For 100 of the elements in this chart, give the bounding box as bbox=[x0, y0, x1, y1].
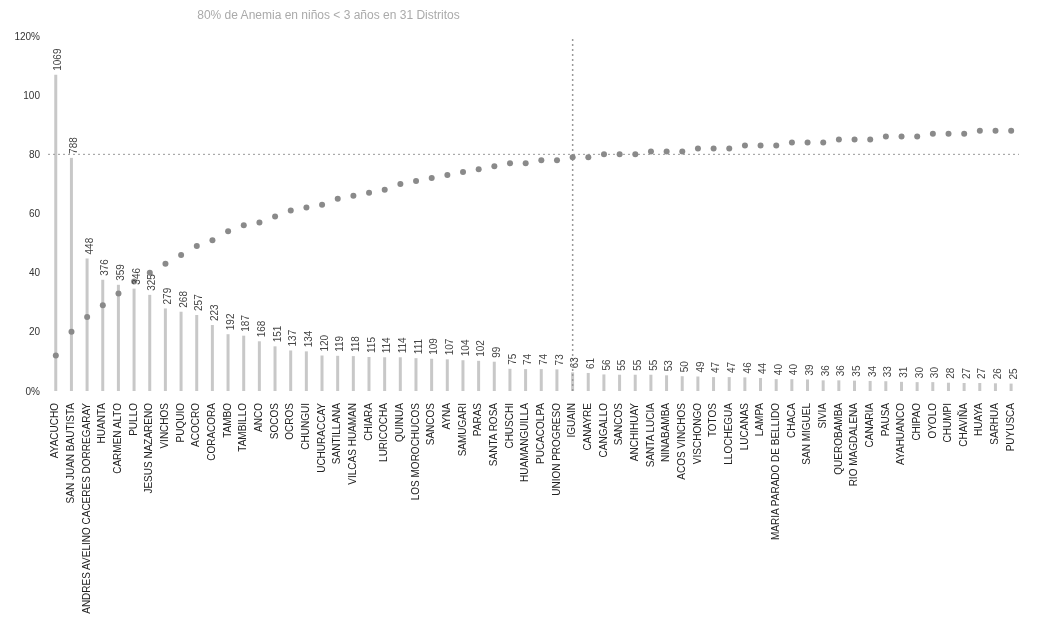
x-tick-label: LUCANAS bbox=[738, 402, 750, 451]
data-label: 61 bbox=[584, 357, 596, 369]
bar bbox=[539, 369, 543, 391]
y-tick-label: 0% bbox=[25, 385, 41, 397]
bar bbox=[492, 361, 496, 391]
x-tick-label: SOCOS bbox=[268, 402, 280, 440]
bar bbox=[226, 334, 230, 391]
bar bbox=[273, 346, 277, 391]
data-label: 111 bbox=[412, 338, 424, 355]
x-tick-label: CANARIA bbox=[863, 402, 875, 448]
x-tick-label: VINCHOS bbox=[159, 402, 171, 449]
x-tick-label: PUQUIO bbox=[174, 402, 186, 443]
data-label: 36 bbox=[819, 364, 831, 377]
y-tick-label: 80 bbox=[28, 148, 41, 160]
data-label: 27 bbox=[960, 367, 972, 380]
data-label: 137 bbox=[287, 329, 299, 347]
data-label: 27 bbox=[976, 367, 988, 380]
x-tick-label: SANTA LUCIA bbox=[644, 402, 656, 468]
x-tick-label: SANCOS bbox=[425, 402, 437, 446]
y-tick-label: 100 bbox=[23, 89, 41, 101]
bar bbox=[508, 368, 512, 391]
x-tick-label: NINABAMBA bbox=[660, 402, 672, 462]
data-label: 74 bbox=[522, 353, 534, 366]
chart-title: 80% de Anemia en niños < 3 años en 31 Distritos bbox=[196, 8, 461, 24]
data-label: 151 bbox=[271, 325, 283, 343]
data-label: 28 bbox=[945, 367, 957, 379]
x-tick-label: TOTOS bbox=[707, 402, 719, 438]
x-tick-label: CHAVIÑA bbox=[956, 402, 969, 447]
data-label: 35 bbox=[851, 365, 863, 377]
bar bbox=[524, 369, 528, 391]
y-tick-label: 40 bbox=[28, 267, 41, 279]
data-label: 448 bbox=[83, 237, 95, 255]
x-tick-label: VISCHONGO bbox=[691, 402, 703, 465]
x-tick-label: PULLO bbox=[127, 402, 139, 436]
bar bbox=[821, 380, 825, 391]
data-label: 99 bbox=[490, 346, 502, 358]
x-tick-label: LOS MOROCHUCOS bbox=[409, 402, 421, 501]
data-label: 109 bbox=[428, 337, 440, 355]
x-tick-label: SANTILLANA bbox=[331, 402, 343, 465]
y-tick-label: 60 bbox=[28, 208, 41, 220]
bar bbox=[931, 382, 935, 391]
x-tick-label: PARAS bbox=[472, 402, 484, 437]
bar bbox=[649, 374, 653, 391]
bar bbox=[179, 311, 183, 391]
data-label: 47 bbox=[725, 361, 737, 374]
data-label: 44 bbox=[757, 362, 769, 374]
bar bbox=[383, 357, 387, 391]
data-label: 33 bbox=[882, 365, 894, 378]
bar bbox=[210, 325, 214, 391]
data-label: 115 bbox=[365, 336, 377, 353]
bar bbox=[351, 356, 355, 391]
data-label: 50 bbox=[678, 360, 690, 373]
data-label: 55 bbox=[631, 359, 643, 371]
x-tick-label: CHIARA bbox=[362, 402, 374, 441]
x-tick-label: OCROS bbox=[284, 402, 296, 440]
data-label: 168 bbox=[256, 320, 267, 338]
x-tick-label: OYOLO bbox=[926, 402, 938, 439]
bar bbox=[477, 360, 481, 391]
data-label: 55 bbox=[647, 359, 659, 371]
bar bbox=[727, 377, 731, 391]
bar bbox=[445, 359, 449, 391]
data-label: 192 bbox=[224, 313, 236, 331]
data-label: 40 bbox=[772, 363, 784, 376]
bar bbox=[69, 157, 73, 391]
x-tick-label: LURICOCHA bbox=[378, 402, 390, 462]
data-label: 118 bbox=[349, 335, 361, 353]
bar bbox=[899, 381, 903, 391]
data-label: 26 bbox=[992, 367, 1004, 380]
bar bbox=[790, 379, 794, 391]
data-label: 107 bbox=[443, 338, 455, 356]
bar bbox=[774, 379, 778, 391]
data-label: 34 bbox=[866, 365, 878, 377]
x-tick-label: QUEROBAMBA bbox=[832, 402, 844, 475]
bar bbox=[320, 355, 324, 391]
x-tick-label: JESUS NAZARENO bbox=[143, 402, 155, 494]
data-label: 36 bbox=[835, 364, 847, 377]
x-tick-label: PUCACOLPA bbox=[534, 402, 546, 464]
bar bbox=[1009, 383, 1013, 391]
x-tick-label: CANAYRE bbox=[581, 402, 593, 451]
x-tick-label: VILCAS HUAMAN bbox=[347, 403, 359, 485]
bar bbox=[696, 376, 700, 391]
bar bbox=[148, 294, 152, 391]
bar bbox=[868, 380, 872, 391]
x-tick-label: CHUSCHI bbox=[503, 403, 515, 449]
bar bbox=[163, 308, 167, 391]
data-label: 74 bbox=[537, 353, 549, 366]
x-tick-label: PUYUSCA bbox=[1004, 402, 1016, 452]
data-label: 31 bbox=[898, 366, 910, 378]
x-tick-label: RIO MAGDALENA bbox=[848, 402, 860, 487]
bar bbox=[398, 357, 402, 391]
bar bbox=[743, 377, 747, 391]
data-label: 325 bbox=[146, 273, 158, 291]
x-tick-label: QUINUA bbox=[394, 402, 406, 442]
x-tick-label: SANCOS bbox=[613, 402, 625, 446]
x-tick-label: UCHURACCAY bbox=[315, 402, 327, 473]
x-tick-label: HUANTA bbox=[96, 402, 108, 444]
data-label: 376 bbox=[99, 258, 111, 276]
bar bbox=[978, 383, 982, 391]
data-label: 55 bbox=[616, 359, 628, 371]
x-tick-label: ACOCRO bbox=[190, 402, 202, 447]
